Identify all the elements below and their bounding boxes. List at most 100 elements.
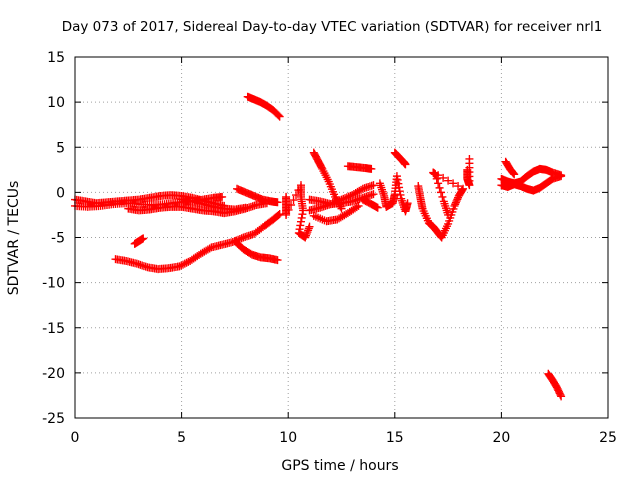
data-point — [342, 193, 351, 202]
data-point — [297, 213, 306, 222]
series-track-9 — [243, 92, 284, 121]
axis-ticks — [74, 56, 609, 419]
data-point — [444, 210, 453, 219]
series-track-4 — [177, 195, 250, 214]
data-point — [287, 201, 296, 210]
data-point — [177, 261, 186, 270]
data-point — [373, 203, 382, 212]
x-tick-label: 0 — [71, 430, 80, 446]
series-track-22 — [497, 172, 566, 195]
data-point — [180, 259, 189, 268]
data-point — [352, 203, 361, 212]
series-track-6 — [230, 237, 282, 265]
series-track-20 — [463, 154, 474, 190]
data-point — [510, 170, 519, 179]
data-point — [556, 390, 565, 399]
data-point — [237, 234, 246, 243]
data-point — [444, 176, 453, 185]
data-point — [458, 185, 467, 194]
y-tick-label: -15 — [42, 321, 65, 337]
x-axis-label: GPS time / hours — [281, 458, 398, 474]
y-tick-label: 15 — [47, 50, 65, 66]
data-point — [326, 200, 335, 209]
data-point — [274, 111, 283, 120]
data-point — [275, 112, 284, 121]
data-point — [434, 179, 443, 188]
data-point — [330, 198, 339, 207]
data-point — [304, 224, 313, 233]
data-point — [296, 217, 305, 226]
data-point — [218, 192, 227, 201]
data-point — [328, 199, 337, 208]
x-tick-label: 5 — [177, 430, 186, 446]
data-point — [335, 196, 344, 205]
series-track-23 — [501, 157, 519, 179]
y-tick-label: 5 — [56, 140, 65, 156]
data-point — [205, 244, 214, 253]
series-track-8 — [130, 234, 148, 248]
y-tick-label: -5 — [51, 231, 65, 247]
data-point — [357, 185, 366, 194]
y-tick-label: -20 — [42, 366, 65, 382]
series-track-16 — [358, 195, 382, 212]
data-point — [274, 210, 283, 219]
y-tick-label: -25 — [42, 411, 65, 427]
data-point — [401, 160, 410, 169]
data-point — [175, 262, 184, 271]
plot-frame — [74, 56, 609, 419]
data-point — [301, 231, 310, 240]
tick-labels: 0 5 10 15 20 25 15 10 5 0 -5 -10 -15 -20 -25 — [42, 50, 617, 446]
series-track-5 — [111, 210, 284, 274]
data-point — [182, 258, 191, 267]
plot-border — [74, 56, 609, 419]
grid-lines — [75, 57, 608, 418]
data-point — [395, 187, 404, 196]
data-point — [139, 234, 148, 243]
data-point — [454, 182, 463, 191]
series-track-14 — [309, 201, 363, 226]
data-point — [332, 197, 341, 206]
series-track-24 — [544, 369, 566, 401]
y-tick-label: -10 — [42, 276, 65, 292]
data-point — [305, 222, 314, 231]
data-point — [303, 228, 312, 237]
y-tick-label: 10 — [47, 95, 65, 111]
data-point — [396, 190, 405, 199]
data-point — [241, 203, 250, 212]
data-point — [449, 179, 458, 188]
data-point — [296, 221, 305, 230]
series-track-10 — [282, 181, 314, 242]
series-track-15 — [343, 162, 376, 173]
data-point — [339, 194, 348, 203]
data-point — [459, 184, 468, 193]
series-track-13 — [305, 181, 378, 215]
data-point — [341, 194, 350, 203]
data-point — [369, 190, 378, 199]
data-point — [304, 226, 313, 235]
data-point — [337, 195, 346, 204]
data-point — [438, 192, 447, 201]
data-point — [273, 198, 282, 207]
x-tick-label: 10 — [279, 430, 297, 446]
series-track-7 — [233, 184, 282, 207]
data-point — [432, 174, 441, 183]
chart-title: Day 073 of 2017, Sidereal Day-to-day VTE… — [62, 19, 603, 35]
data-point — [273, 256, 282, 265]
data-point — [344, 192, 353, 201]
data-point — [403, 199, 412, 208]
data-point — [346, 191, 355, 200]
data-point — [235, 235, 244, 244]
data-point — [302, 229, 311, 238]
data-point — [435, 183, 444, 192]
data-point — [509, 169, 518, 178]
y-tick-label: 0 — [56, 185, 65, 201]
series-track-18 — [390, 148, 410, 169]
x-tick-label: 25 — [599, 430, 617, 446]
data-point — [465, 154, 474, 163]
data-point — [393, 175, 402, 184]
data-point — [284, 205, 293, 214]
data-point — [282, 210, 291, 219]
data-point — [289, 196, 298, 205]
data-point — [394, 179, 403, 188]
